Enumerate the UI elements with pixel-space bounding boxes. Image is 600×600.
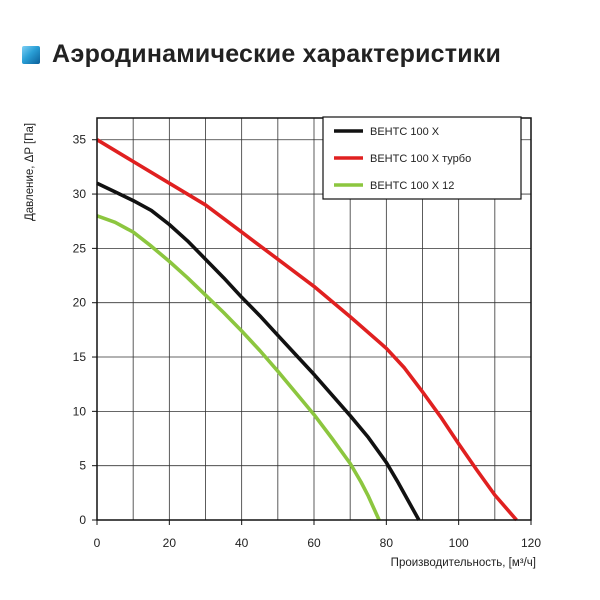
y-tick-label: 20 (73, 296, 87, 310)
page-title: Аэродинамические характеристики (52, 40, 502, 68)
y-tick-label: 0 (79, 513, 86, 527)
x-tick-label: 40 (235, 536, 249, 550)
y-axis-label: Давление, ΔP [Па] (24, 123, 36, 221)
y-tick-label: 35 (73, 133, 87, 147)
x-tick-label: 0 (94, 536, 101, 550)
y-tick-label: 10 (73, 404, 87, 418)
x-tick-label: 120 (521, 536, 541, 550)
x-axis-label: Производительность, [м³/ч] (391, 557, 536, 569)
page-header: Аэродинамические характеристики (22, 40, 501, 69)
legend-label: ВЕНТС 100 Х (370, 126, 440, 138)
x-tick-label: 20 (163, 536, 177, 550)
blue-square-icon (22, 45, 40, 64)
legend-label: ВЕНТС 100 Х турбо (370, 153, 471, 165)
x-tick-label: 60 (307, 536, 321, 550)
x-tick-label: 80 (380, 536, 394, 550)
y-tick-label: 25 (73, 241, 87, 255)
y-tick-label: 15 (73, 350, 87, 364)
y-tick-label: 5 (79, 459, 86, 473)
legend-label: ВЕНТС 100 Х 12 (370, 180, 454, 192)
series-line-3 (96, 214, 381, 521)
series-line-1 (96, 181, 421, 521)
x-tick-label: 100 (449, 536, 469, 550)
y-tick-label: 30 (73, 187, 87, 201)
series-line-2 (96, 138, 518, 522)
